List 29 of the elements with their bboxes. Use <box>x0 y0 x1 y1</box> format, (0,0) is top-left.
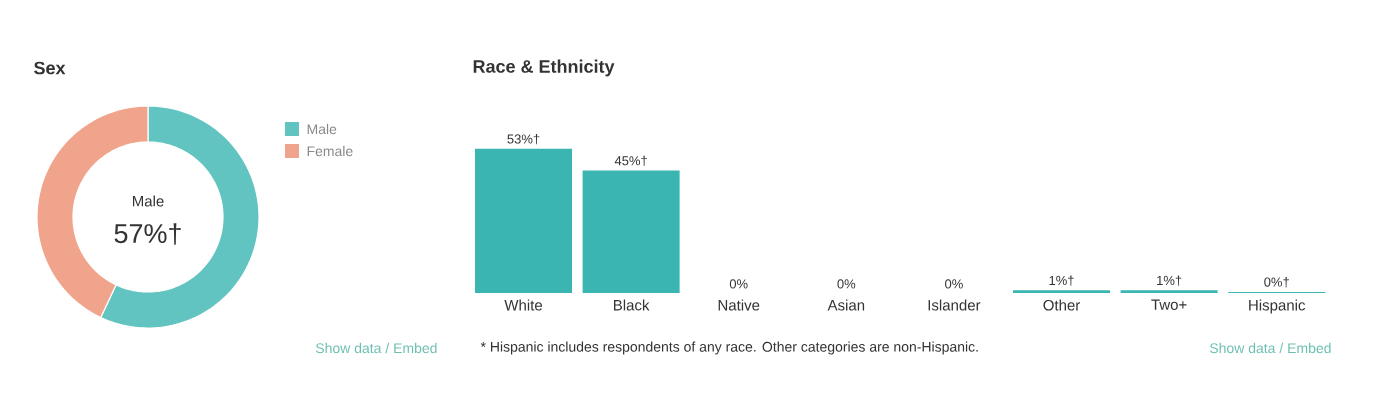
legend-label: Female <box>307 145 353 157</box>
legend-label: Male <box>307 123 337 135</box>
x-tick-label: Other <box>1043 299 1081 311</box>
text: 57%† <box>114 223 181 245</box>
x-tick-label: Native <box>718 299 760 311</box>
data-label: 53%† <box>507 134 540 145</box>
text: Male <box>132 195 164 207</box>
x-tick-label: Hispanic <box>1249 299 1306 314</box>
data-label: 0% <box>837 279 856 289</box>
x-tick-label: Asian <box>827 299 865 311</box>
bar <box>1013 290 1111 293</box>
chart-title: Sex <box>34 61 66 75</box>
bar <box>1120 290 1218 293</box>
x-tick-label: Black <box>614 299 650 311</box>
x-tick-label: White <box>504 299 543 311</box>
data-label: 1%† <box>1049 275 1074 286</box>
data-label: 0%† <box>1264 277 1289 288</box>
bar <box>582 170 680 293</box>
data-label: 0% <box>945 279 963 289</box>
text: * Hispanic includes respondents of any race. Other categories are non-Hispanic. <box>480 341 978 355</box>
x-tick-label: Two+ <box>1151 299 1187 310</box>
text: Show data / Embed <box>315 342 437 354</box>
chart-title: Race & Ethnicity <box>473 59 615 77</box>
data-label: 0% <box>729 279 748 289</box>
text: Show data / Embed <box>1209 342 1331 354</box>
data-label: 45%† <box>614 155 647 167</box>
bar <box>475 148 573 293</box>
data-label: 1%† <box>1157 275 1182 286</box>
x-tick-label: Islander <box>928 299 981 311</box>
